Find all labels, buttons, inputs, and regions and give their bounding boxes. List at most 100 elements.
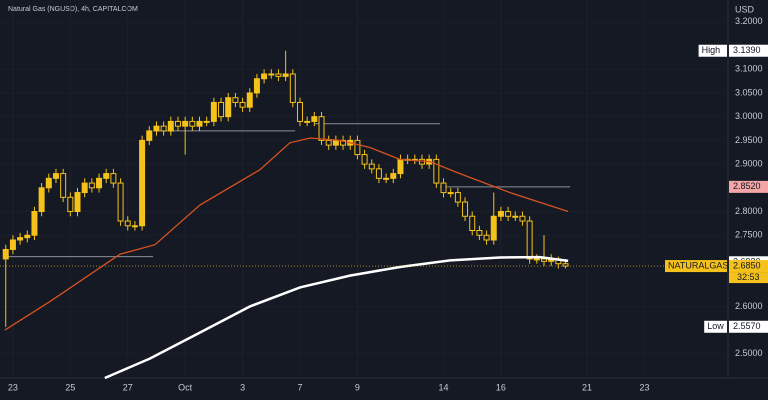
moving-average [104,255,569,380]
candle-body [60,173,67,198]
candle-body [497,211,504,217]
price-badge [729,44,768,57]
candle-body [483,234,490,241]
candle-body [325,139,332,146]
price-tag [698,44,727,57]
candle-body [340,139,347,146]
x-tick-label: Oct [178,382,193,392]
y-tick-label: 3.0500 [735,87,763,97]
candle-body [52,173,59,179]
price-badge-label: 2.6850 [733,260,761,270]
candle-body [239,101,246,108]
x-tick-label: 9 [355,382,360,392]
y-tick-label: 3.2000 [735,16,763,26]
price-tag-label: High [702,45,721,55]
candle-body [490,215,497,241]
candle-body [390,173,397,179]
price-badge [729,260,768,273]
candle-body [533,258,540,261]
candle-body [562,263,569,267]
x-tick-label: 27 [123,382,133,392]
candle-body [311,116,318,122]
candle-body [332,139,339,146]
y-tick-label: 3.0000 [735,111,763,121]
y-tick-label: 2.5000 [735,348,763,358]
candle-body [153,125,160,132]
candle-body [447,192,454,195]
candle-body [476,229,483,236]
y-tick-label: 2.7500 [735,230,763,240]
y-tick-label: 3.1000 [735,64,763,74]
candle-body [2,248,9,260]
candle-body [210,101,217,122]
candle-body [354,139,361,156]
candle-body [24,234,31,239]
candle-body [469,215,476,231]
candle-body [167,120,174,132]
candle-body [103,173,110,179]
candle-body [67,196,74,213]
candle-body [375,168,382,179]
price-tag-label: NATURALGAS [668,260,728,270]
y-tick-label: 2.6000 [735,301,763,311]
candle-body [38,187,45,213]
y-tick-label: 2.8000 [735,206,763,216]
candle-body [397,158,404,175]
x-tick-label: 16 [496,382,506,392]
candle-body [131,225,138,228]
candle-body [203,120,210,123]
countdown-badge [729,272,768,284]
candle-body [304,120,311,123]
candle-body [361,154,368,165]
x-tick-label: 3 [240,382,245,392]
candle-body [17,237,24,241]
candle-body [519,215,526,222]
candle-body [282,73,289,77]
candle-body [139,139,146,227]
price-badge-label: 3.1390 [733,45,761,55]
moving-average [4,137,569,331]
candle-body [275,73,282,77]
candle-body [31,211,38,236]
price-tag [665,260,727,273]
candle-body [526,220,533,260]
candle-body [440,182,447,194]
candle-body [88,182,95,189]
price-badge [729,320,768,333]
x-tick-label: 23 [639,382,649,392]
candle-body [45,177,52,189]
price-badge [729,180,768,193]
candle-body [196,120,203,127]
y-tick-label: 2.9000 [735,158,763,168]
price-badge-label: 2.8520 [733,181,761,191]
candle-body [110,173,117,184]
candle-body [246,92,253,108]
candle-body [368,163,375,170]
candle-body [96,177,103,189]
chart-title: Natural Gas (NGUSD), 4h, CAPITALCOM [8,6,138,13]
candle-body [540,258,547,262]
price-tag [704,320,727,333]
candle-body [261,73,268,80]
candle-body [146,130,153,141]
x-tick-label: 7 [297,382,302,392]
candle-body [505,211,512,217]
candle-body [512,215,519,218]
price-badge-label: 2.5570 [733,321,761,331]
candle-body [124,220,131,227]
y-tick-label: 2.9500 [735,135,763,145]
candle-body [318,116,325,141]
candle-body [225,97,232,118]
price-tag-label: Low [707,321,724,331]
x-tick-label: 25 [65,382,75,392]
currency-label: USD [735,4,755,14]
candle-body [74,192,81,213]
candle-body [81,182,88,194]
candle-body [218,101,225,118]
candle-body [9,239,16,250]
candle-body [433,158,440,184]
x-tick-label: 21 [582,382,592,392]
candle-body [268,73,275,76]
